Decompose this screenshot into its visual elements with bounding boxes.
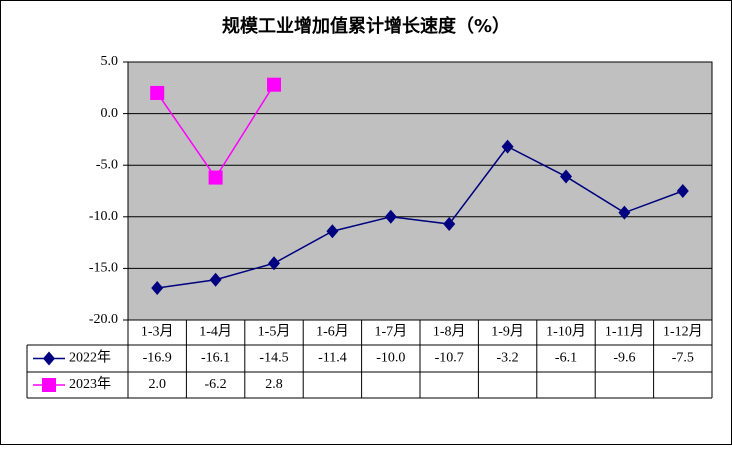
marker <box>150 85 165 100</box>
legend-label: 2022年 <box>69 350 111 366</box>
table-value: -16.9 <box>143 351 172 366</box>
table-value: -11.4 <box>318 351 347 366</box>
x-tick-label: 1-3月 <box>141 324 174 340</box>
table-value: 2.0 <box>148 377 166 392</box>
x-tick-label: 1-6月 <box>316 324 349 340</box>
y-tick-label: -5.0 <box>96 157 118 172</box>
x-tick-label: 1-5月 <box>258 324 291 340</box>
table-value: -14.5 <box>259 351 288 366</box>
table-value: -10.7 <box>435 351 464 366</box>
x-tick-label: 1-12月 <box>663 324 703 340</box>
table-value: -6.1 <box>555 351 577 366</box>
series-line <box>157 145 684 289</box>
marker <box>267 77 281 92</box>
marker <box>560 169 572 184</box>
marker <box>151 281 164 296</box>
marker <box>42 378 56 392</box>
y-tick-label: -10.0 <box>89 209 118 224</box>
table-value: -9.6 <box>613 351 635 366</box>
x-tick-label: 1-4月 <box>199 324 232 340</box>
y-tick-label: -15.0 <box>89 261 118 276</box>
marker <box>501 139 514 154</box>
x-tick-label: 1-10月 <box>546 324 586 340</box>
table-value: -6.2 <box>205 377 227 392</box>
x-tick-label: 1-8月 <box>433 324 466 340</box>
marker <box>618 205 631 220</box>
chart-title: 规模工业增加值累计增长速度（%） <box>222 15 510 37</box>
marker <box>326 224 339 239</box>
table-value: -10.0 <box>376 351 405 366</box>
table-value: -16.1 <box>201 351 230 366</box>
legend-label: 2023年 <box>69 376 111 392</box>
x-tick-label: 1-7月 <box>374 324 407 340</box>
y-tick-label: 0.0 <box>101 106 119 121</box>
table-value: -7.5 <box>672 351 694 366</box>
marker <box>43 351 55 366</box>
marker <box>443 217 456 232</box>
table-value: 2.8 <box>265 377 283 392</box>
table-value: -3.2 <box>497 351 519 366</box>
y-tick-label: -20.0 <box>89 312 118 327</box>
marker <box>268 256 280 271</box>
marker <box>384 209 397 224</box>
marker <box>208 170 223 185</box>
y-tick-label: 5.0 <box>101 54 119 69</box>
x-tick-label: 1-11月 <box>605 324 644 340</box>
x-tick-label: 1-9月 <box>491 324 524 340</box>
marker <box>676 184 689 198</box>
marker <box>209 272 222 287</box>
